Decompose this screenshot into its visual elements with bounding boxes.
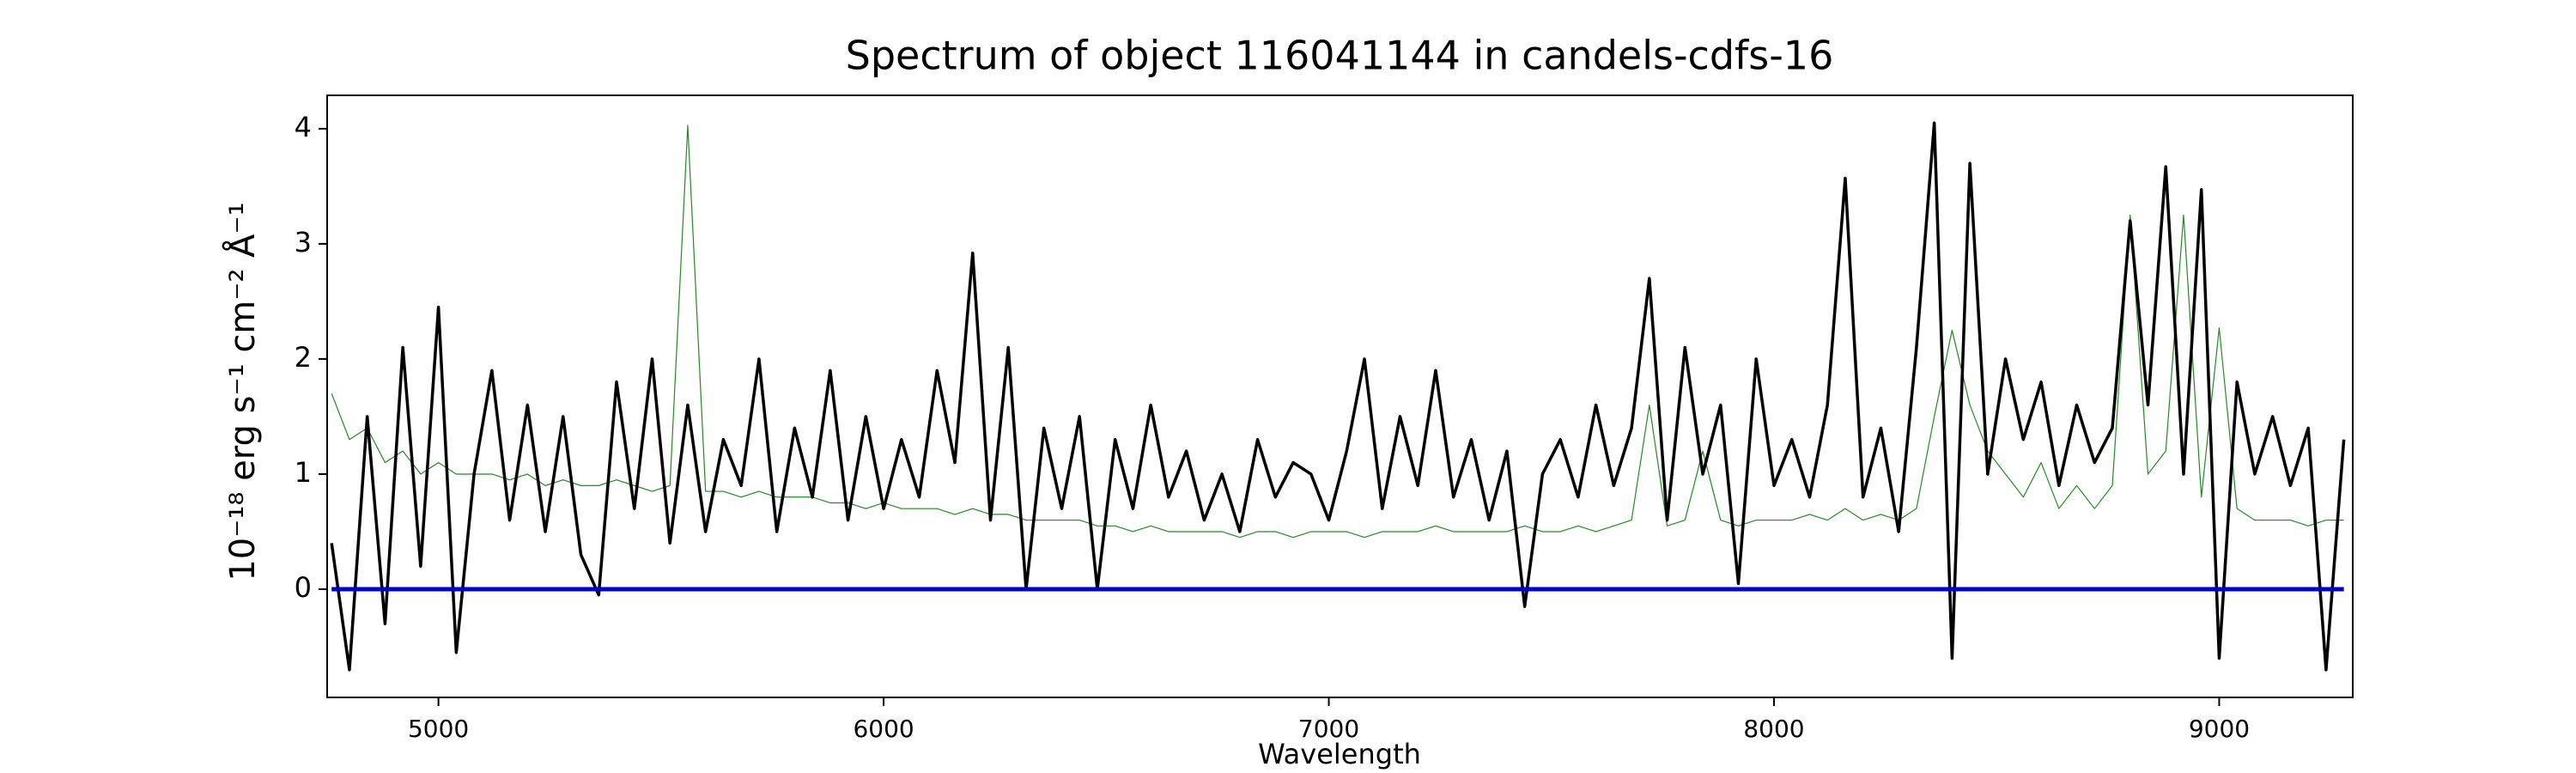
x-tick-label: 8000: [1743, 715, 1804, 743]
y-tick-label: 4: [295, 111, 312, 143]
plot-frame: [326, 94, 2354, 698]
y-tick-label: 1: [295, 456, 312, 489]
y-tick-label: 2: [295, 341, 312, 374]
x-tick-label: 7000: [1298, 715, 1359, 743]
chart-title: Spectrum of object 116041144 in candels-…: [846, 33, 1834, 79]
y-tick-label: 0: [295, 571, 312, 604]
x-tick-label: 6000: [853, 715, 914, 743]
y-tick-label: 3: [295, 226, 312, 259]
x-tick-label: 9000: [2189, 715, 2250, 743]
spectrum-line: [330, 121, 2346, 672]
y-axis-label: 10⁻¹⁸ erg s⁻¹ cm⁻² Å⁻¹: [222, 202, 263, 581]
x-tick-label: 5000: [408, 715, 469, 743]
x-axis-label: Wavelength: [1258, 738, 1421, 770]
spectrum-line: [331, 125, 2344, 539]
